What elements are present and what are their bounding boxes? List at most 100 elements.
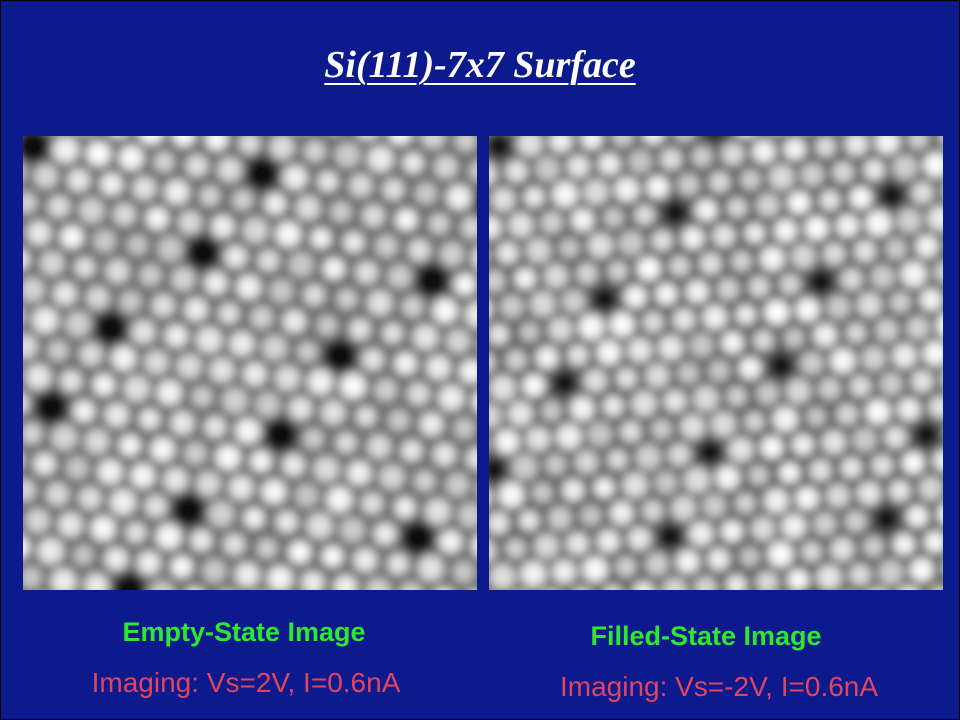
adatom — [323, 258, 345, 280]
adatom — [336, 288, 358, 310]
adatom — [336, 432, 357, 453]
adatom — [465, 301, 477, 328]
adatom — [800, 351, 824, 375]
adatom — [566, 532, 589, 556]
adatom — [738, 357, 762, 380]
stm-image-empty — [23, 136, 477, 590]
adatom — [382, 178, 405, 201]
adatom — [438, 385, 465, 411]
adatom — [229, 331, 254, 357]
adatom — [848, 563, 872, 587]
adatom — [51, 424, 78, 451]
adatom — [489, 563, 516, 590]
adatom — [669, 255, 691, 277]
adatom — [544, 588, 558, 590]
adatom — [618, 230, 644, 256]
adatom — [471, 535, 477, 556]
adatom — [580, 136, 603, 150]
adatom — [603, 207, 624, 228]
adatom — [680, 414, 705, 440]
adatom — [547, 506, 572, 531]
adatom — [151, 294, 175, 318]
adatom — [627, 526, 652, 551]
adatom — [387, 553, 409, 575]
adatom — [511, 454, 538, 481]
adatom — [23, 249, 30, 270]
adatom — [269, 279, 294, 304]
adatom — [845, 322, 867, 343]
adatom — [543, 263, 569, 289]
corner-hole — [400, 520, 435, 555]
adatom — [795, 297, 820, 322]
adatom — [67, 169, 90, 192]
adatom — [307, 369, 334, 395]
adatom — [702, 493, 727, 518]
adatom — [215, 445, 241, 470]
adatom — [163, 467, 188, 492]
adatom — [433, 443, 456, 466]
adatom — [541, 400, 562, 422]
adatom — [204, 416, 227, 438]
adatom — [795, 486, 819, 510]
adatom — [695, 199, 718, 222]
adatom — [32, 307, 59, 334]
adatom — [86, 286, 110, 310]
adatom — [256, 538, 278, 559]
adatom — [598, 152, 621, 176]
adatom — [460, 216, 477, 239]
adatom — [119, 145, 144, 171]
adatom — [355, 261, 378, 284]
adatom — [787, 191, 811, 215]
adatom — [113, 203, 136, 226]
adatom — [840, 268, 863, 291]
adatom — [191, 386, 213, 407]
adatom — [520, 561, 547, 588]
adatom — [432, 298, 458, 324]
adatom — [744, 223, 765, 244]
adatom — [815, 136, 836, 158]
adatom — [379, 464, 405, 490]
adatom — [716, 278, 740, 301]
adatom — [250, 450, 272, 472]
adatom — [627, 337, 653, 363]
adatom — [454, 273, 476, 296]
adatom — [202, 559, 227, 583]
adatom — [602, 395, 624, 417]
adatom — [915, 235, 939, 258]
adatom — [525, 426, 551, 452]
adatom — [708, 171, 731, 193]
adatom — [97, 459, 123, 485]
adatom — [304, 140, 326, 162]
adatom — [772, 406, 798, 432]
adatom — [144, 350, 169, 375]
adatom — [322, 546, 343, 567]
adatom — [529, 291, 556, 317]
adatom — [50, 568, 77, 590]
adatom — [60, 225, 84, 249]
adatom — [353, 548, 377, 572]
adatom — [832, 161, 855, 184]
adatom — [60, 370, 82, 392]
adatom — [854, 240, 877, 263]
adatom — [104, 547, 128, 571]
adatom — [731, 250, 752, 272]
adatom — [801, 541, 822, 563]
adatom — [222, 589, 232, 590]
adatom — [826, 295, 851, 320]
adatom — [65, 456, 89, 480]
adatom — [150, 437, 175, 462]
adatom — [255, 392, 281, 418]
adatom — [571, 208, 595, 232]
adatom — [303, 284, 325, 306]
adatom — [496, 242, 519, 264]
adatom — [658, 335, 684, 361]
adatom — [892, 154, 918, 180]
adatom — [313, 456, 340, 482]
adatom — [792, 434, 814, 456]
adatom — [434, 155, 458, 179]
adatom — [567, 344, 589, 366]
adatom — [726, 574, 747, 590]
adatom — [340, 373, 366, 399]
adatom — [645, 552, 669, 576]
